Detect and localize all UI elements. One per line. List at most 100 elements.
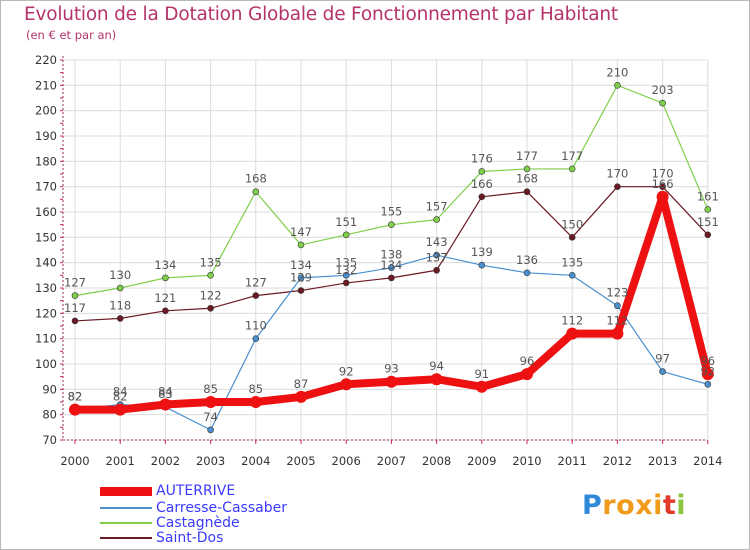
point-saint-dos-2006 <box>342 279 350 287</box>
legend-item-castagnede: Castagnède <box>100 515 340 531</box>
data-label-carresse-cassaber-2010: 136 <box>516 253 538 267</box>
point-carresse-cassaber-2011 <box>568 272 576 279</box>
y-tick-label-70: 70 <box>42 433 57 447</box>
x-tick-label-2002: 2002 <box>151 454 180 468</box>
legend-label-carresse-cassaber: Carresse-Cassaber <box>156 500 287 516</box>
data-label-auterrive-2011: 112 <box>561 314 583 328</box>
y-tick-label-180: 180 <box>35 154 57 168</box>
point-carresse-cassaber-2010 <box>523 269 531 277</box>
point-auterrive-2006 <box>340 378 353 391</box>
data-label-saint-dos-2010: 168 <box>516 172 538 186</box>
x-tick-label-2008: 2008 <box>422 454 451 468</box>
point-castagn-de-2007 <box>388 221 395 228</box>
data-label-carresse-cassaber-2003: 74 <box>203 410 218 424</box>
data-label-castagn-de-2012: 210 <box>606 65 628 79</box>
data-label-saint-dos-2011: 150 <box>561 217 583 231</box>
point-saint-dos-2010 <box>523 188 531 196</box>
logo-letter: i <box>653 490 663 521</box>
point-carresse-cassaber-2013 <box>659 368 666 375</box>
y-tick-label-160: 160 <box>35 205 57 219</box>
data-label-saint-dos-2014: 151 <box>697 215 719 229</box>
y-tick-label-200: 200 <box>35 104 57 118</box>
point-carresse-cassaber-2007 <box>388 264 395 272</box>
point-saint-dos-2009 <box>478 193 486 201</box>
logo-letter: P <box>582 490 603 521</box>
data-label-auterrive-2001: 82 <box>113 390 128 404</box>
legend-label-auterrive: AUTERRIVE <box>156 483 236 499</box>
data-label-carresse-cassaber-2013: 97 <box>655 352 670 366</box>
point-auterrive-2004 <box>249 396 262 408</box>
y-tick-label-210: 210 <box>35 78 57 92</box>
data-label-castagn-de-2013: 203 <box>652 83 674 97</box>
legend-swatch-auterrive <box>100 487 152 496</box>
y-tick-label-110: 110 <box>35 332 57 346</box>
x-tick-label-2003: 2003 <box>196 454 225 468</box>
x-tick-label-2001: 2001 <box>106 454 135 468</box>
data-label-auterrive-2006: 92 <box>339 364 354 378</box>
data-label-saint-dos-2006: 132 <box>335 263 357 277</box>
point-saint-dos-2013 <box>659 183 666 190</box>
x-tick-label-2010: 2010 <box>512 454 541 468</box>
data-label-saint-dos-2002: 121 <box>154 291 176 305</box>
point-carresse-cassaber-2004 <box>252 335 260 342</box>
point-auterrive-2002 <box>159 398 172 411</box>
data-label-castagn-de-2005: 147 <box>290 225 312 239</box>
y-tick-label-140: 140 <box>35 256 57 270</box>
data-label-carresse-cassaber-2006: 135 <box>335 255 357 269</box>
data-label-castagn-de-2008: 157 <box>426 200 448 214</box>
data-label-castagn-de-2014: 161 <box>697 189 719 203</box>
data-label-carresse-cassaber-2011: 135 <box>561 255 583 269</box>
data-label-auterrive-2014: 96 <box>700 354 715 368</box>
point-auterrive-2005 <box>295 390 307 403</box>
y-tick-label-150: 150 <box>35 230 57 244</box>
point-castagn-de-2005 <box>297 241 305 249</box>
data-label-carresse-cassaber-2002: 83 <box>158 387 173 401</box>
point-saint-dos-2012 <box>614 183 621 190</box>
point-castagn-de-2004 <box>252 188 260 196</box>
data-label-auterrive-2000: 82 <box>68 390 83 404</box>
data-label-saint-dos-2001: 118 <box>109 298 131 312</box>
y-tick-label-170: 170 <box>35 180 57 194</box>
x-tick-label-2005: 2005 <box>286 454 315 468</box>
data-label-castagn-de-2003: 135 <box>200 255 222 269</box>
point-auterrive-2014 <box>701 368 714 381</box>
logo-letter: r <box>602 490 617 521</box>
logo-letter: i <box>676 490 687 521</box>
data-label-saint-dos-2003: 122 <box>200 288 222 302</box>
point-auterrive-2007 <box>385 375 398 388</box>
point-castagn-de-2006 <box>342 231 350 239</box>
point-saint-dos-2004 <box>252 292 260 299</box>
y-tick-label-220: 220 <box>35 53 57 67</box>
data-label-carresse-cassaber-2009: 139 <box>471 245 493 259</box>
point-saint-dos-2001 <box>116 315 124 322</box>
logo-letter: o <box>616 490 636 521</box>
data-label-auterrive-2013: 166 <box>652 177 674 191</box>
point-castagn-de-2010 <box>523 165 531 173</box>
x-tick-label-2000: 2000 <box>60 454 89 468</box>
data-label-saint-dos-2009: 166 <box>471 177 493 191</box>
data-label-saint-dos-2000: 117 <box>64 301 86 315</box>
data-label-auterrive-2004: 85 <box>248 382 263 396</box>
data-label-carresse-cassaber-2008: 143 <box>426 235 448 249</box>
point-carresse-cassaber-2008 <box>433 251 440 259</box>
data-label-auterrive-2005: 87 <box>294 377 309 391</box>
legend-item-carresse-cassaber: Carresse-Cassaber <box>100 500 340 516</box>
point-castagn-de-2014 <box>704 206 712 213</box>
legend-swatch-carresse-cassaber <box>100 507 152 509</box>
data-label-castagn-de-2007: 155 <box>380 205 402 219</box>
data-label-saint-dos-2005: 129 <box>290 271 312 285</box>
point-castagn-de-2011 <box>568 165 576 173</box>
data-label-saint-dos-2013: 170 <box>652 167 674 181</box>
data-label-castagn-de-2011: 177 <box>561 149 583 163</box>
y-tick-label-190: 190 <box>35 129 57 143</box>
logo-letter: x <box>635 490 654 521</box>
data-label-carresse-cassaber-2007: 138 <box>380 248 402 262</box>
point-auterrive-2013 <box>656 190 669 203</box>
x-tick-label-2009: 2009 <box>467 454 496 468</box>
point-carresse-cassaber-2012 <box>614 302 621 310</box>
data-label-auterrive-2009: 91 <box>474 367 489 381</box>
x-tick-label-2014: 2014 <box>693 454 722 468</box>
x-tick-label-2006: 2006 <box>332 454 361 468</box>
